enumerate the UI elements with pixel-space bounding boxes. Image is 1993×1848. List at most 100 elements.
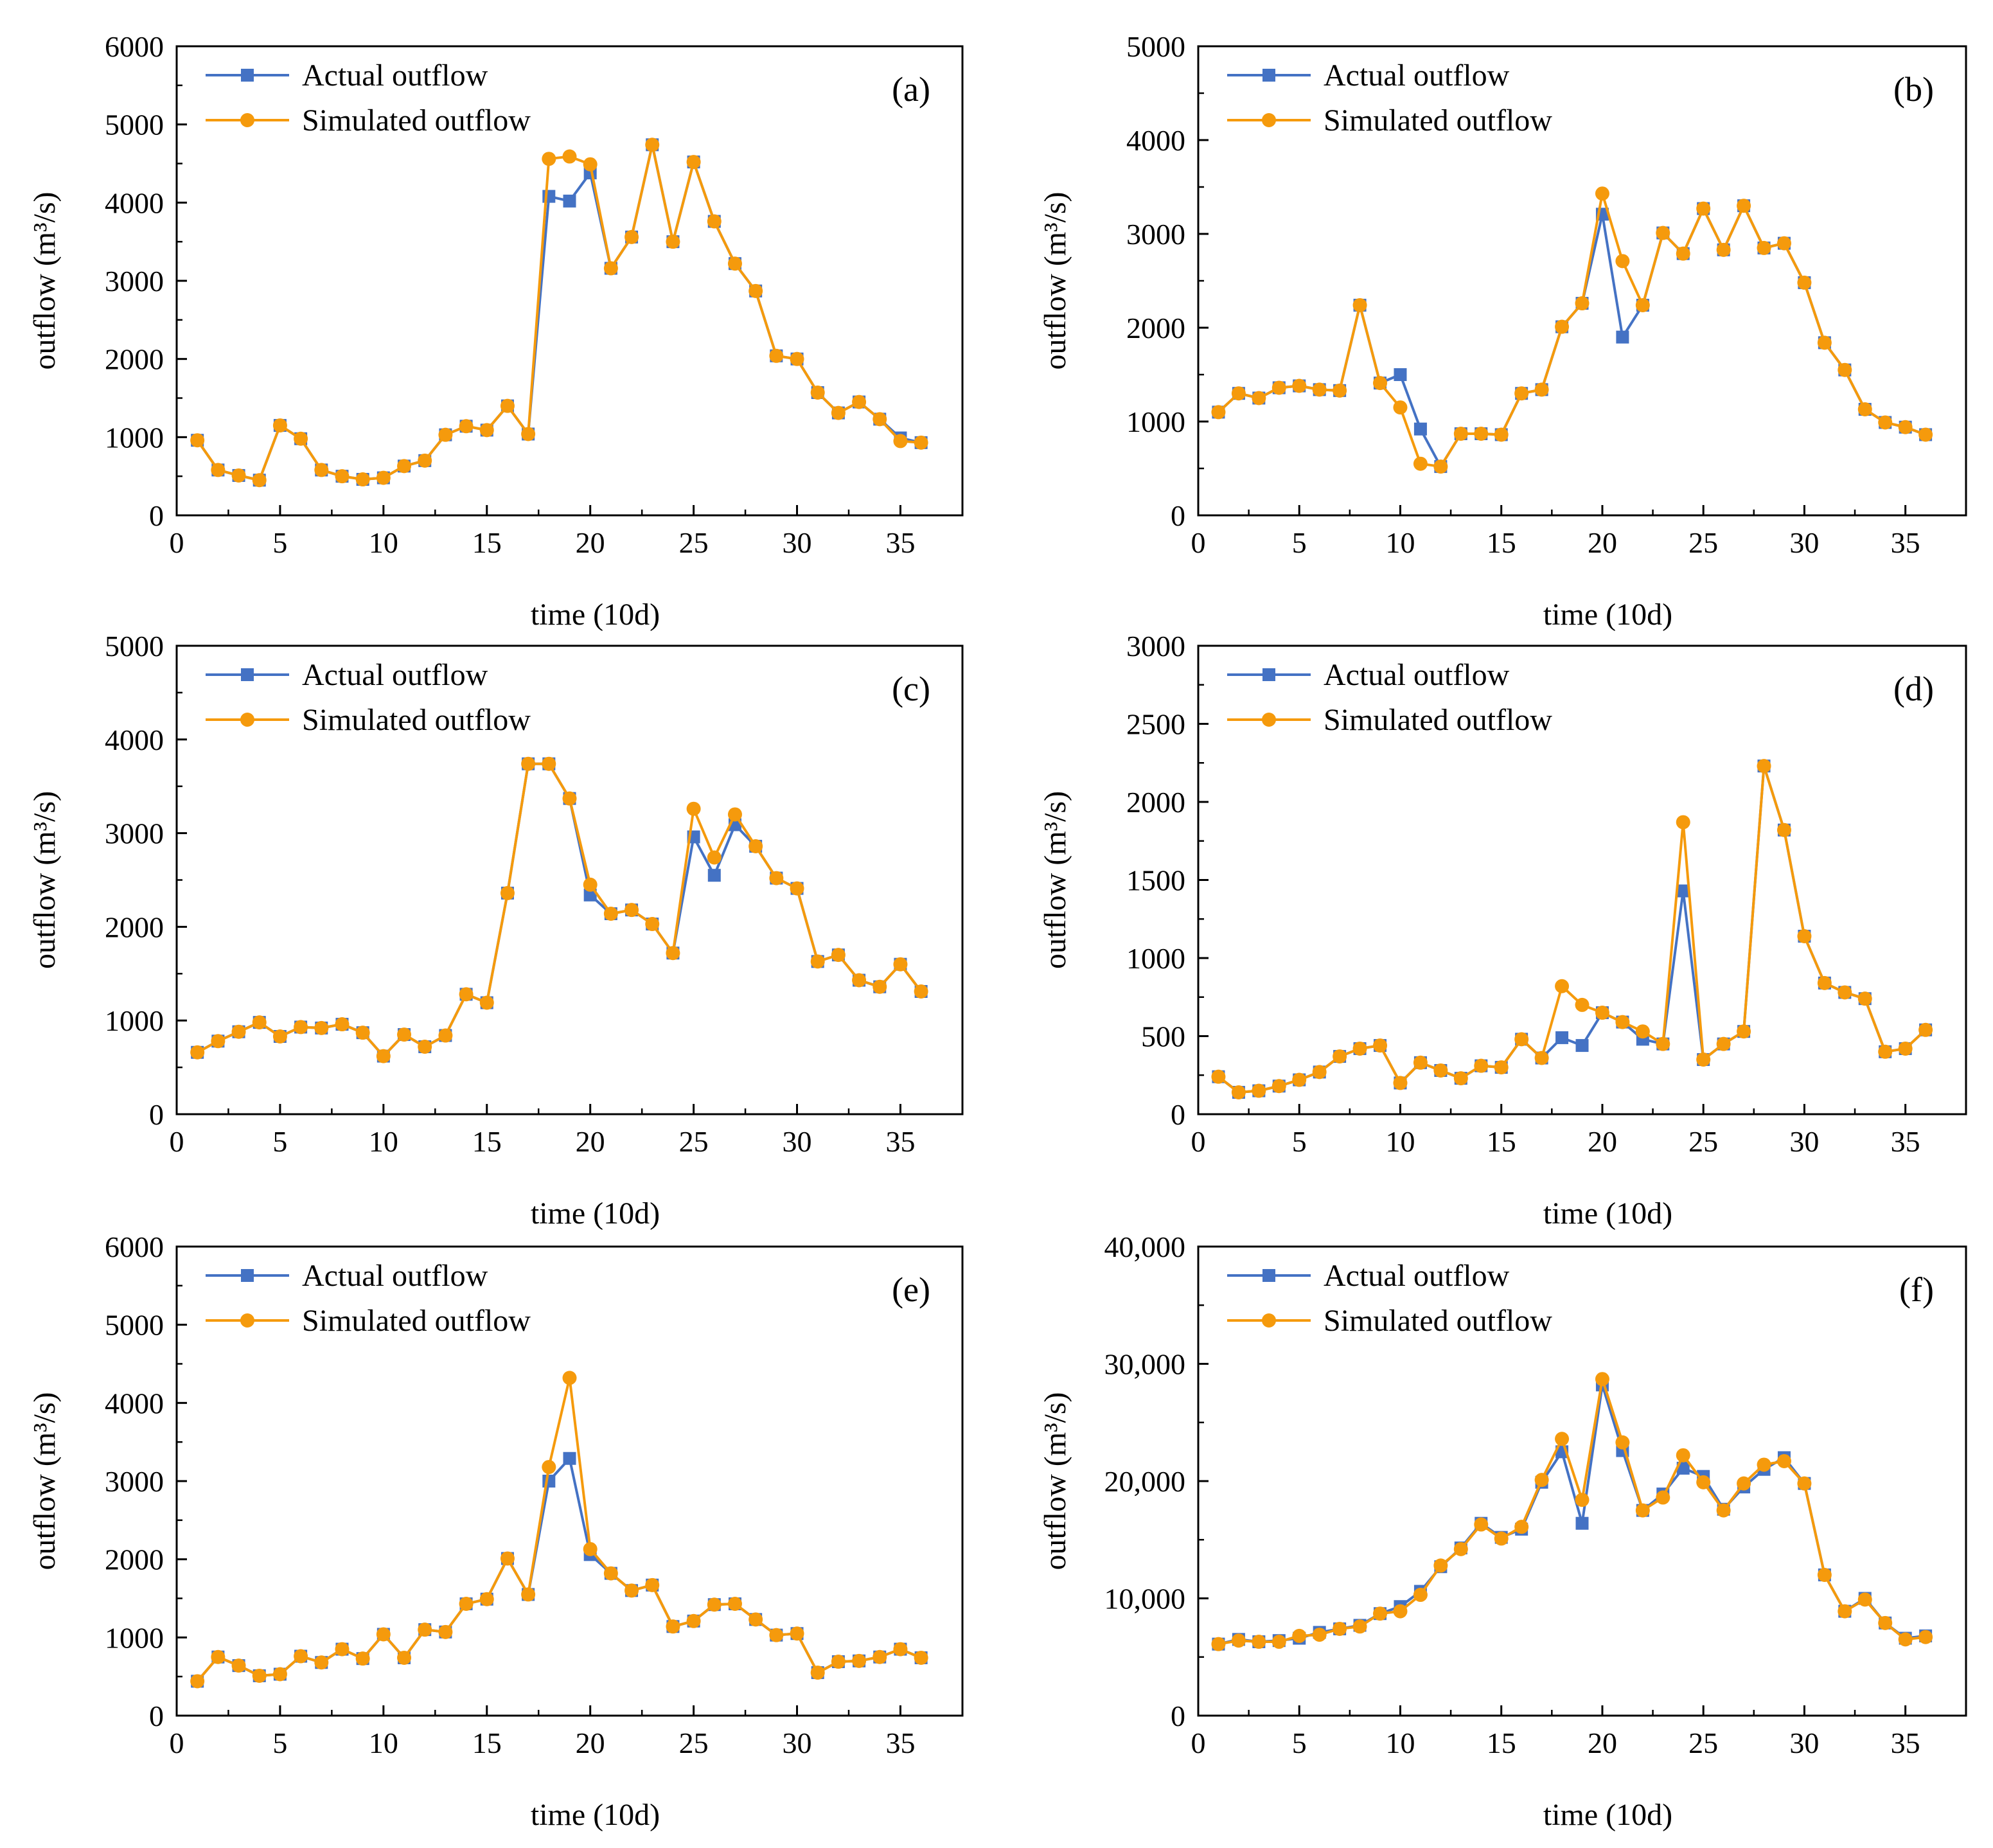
simulated-outflow-point: [1555, 1432, 1570, 1446]
simulated-outflow-point: [252, 473, 267, 488]
simulated-outflow-point: [1312, 1065, 1327, 1079]
x-tick-label: 35: [1891, 526, 1920, 559]
simulated-outflow-point: [1635, 1024, 1650, 1039]
y-tick-label: 1000: [1126, 405, 1185, 438]
simulated-outflow-point: [1453, 1541, 1468, 1556]
y-tick-label: 3000: [1126, 218, 1185, 251]
plot-frame: [1197, 45, 1967, 517]
simulated-outflow-point: [1393, 1604, 1408, 1619]
simulated-outflow-point: [1656, 1490, 1670, 1505]
simulated-outflow-point: [1333, 1621, 1347, 1636]
simulated-outflow-point: [1656, 1036, 1670, 1051]
simulated-outflow-point: [1373, 1038, 1388, 1053]
simulated-outflow-point: [1797, 275, 1812, 290]
simulated-outflow-point: [1716, 1036, 1731, 1051]
chart-panel: 0 5 10 15 20 25 30 35 0 1000 2000 3000 4000 5000 6000 t…: [28, 1231, 964, 1832]
simulated-outflow-point: [272, 418, 287, 433]
simulated-outflow-point: [1857, 991, 1872, 1006]
y-tick-label: 5000: [105, 1309, 164, 1342]
y-tick-label: 5000: [105, 630, 164, 662]
simulated-outflow-point: [1211, 405, 1226, 420]
simulated-outflow-point: [1817, 1568, 1832, 1582]
simulated-outflow-point: [1453, 426, 1468, 441]
simulated-outflow-point: [335, 1642, 350, 1657]
x-tick-label: 35: [885, 526, 915, 559]
simulated-outflow-point: [1413, 456, 1428, 471]
simulated-outflow-point: [1312, 1628, 1327, 1642]
x-tick-label: 10: [1385, 526, 1415, 559]
simulated-outflow-point: [1534, 1051, 1549, 1065]
simulated-outflow-point: [1797, 1476, 1812, 1491]
simulated-outflow-point: [1635, 298, 1650, 312]
simulated-outflow-point: [1575, 296, 1590, 311]
y-tick-label: 4000: [1126, 124, 1185, 157]
simulated-outflow-point: [893, 1642, 908, 1657]
simulated-outflow-point: [479, 1592, 494, 1606]
simulated-outflow-point: [624, 903, 639, 918]
chart-panel: 0 5 10 15 20 25 30 35 0 500 1000 1500 2000 2500 3000 ti…: [1038, 630, 1967, 1231]
panel-label: (a): [892, 70, 930, 109]
y-axis-title: outflow (m³/s): [1038, 191, 1072, 369]
actual-outflow-line: [196, 1457, 922, 1682]
legend-actual-marker: [1262, 69, 1275, 82]
y-tick-label: 5000: [105, 109, 164, 141]
simulated-outflow-point: [1757, 759, 1771, 774]
simulated-outflow-point: [583, 1541, 598, 1556]
legend-simulated-marker: [240, 113, 254, 127]
x-tick-label: 30: [783, 1125, 812, 1158]
actual-outflow-point: [1575, 1516, 1589, 1530]
simulated-outflow-point: [1433, 459, 1448, 474]
simulated-outflow-point: [376, 1627, 391, 1642]
actual-outflow-point: [583, 888, 597, 902]
x-tick-label: 5: [1292, 1727, 1307, 1759]
simulated-outflow-point: [1514, 1032, 1529, 1047]
simulated-outflow-point: [1433, 1558, 1448, 1573]
x-tick-label: 0: [1191, 1125, 1206, 1158]
simulated-outflow-point: [294, 1020, 308, 1035]
simulated-outflow-point: [1776, 236, 1791, 251]
simulated-outflow-point: [397, 1650, 412, 1665]
simulated-outflow-point: [1615, 254, 1630, 269]
simulated-outflow-point: [1635, 1503, 1650, 1518]
x-tick-label: 30: [1789, 526, 1819, 559]
actual-outflow-point: [542, 190, 556, 203]
y-tick-label: 20,000: [1104, 1465, 1186, 1498]
simulated-outflow-point: [459, 419, 474, 434]
y-tick-label: 6000: [105, 30, 164, 63]
simulated-outflow-point: [335, 469, 350, 484]
simulated-outflow-point: [1575, 1493, 1590, 1507]
x-tick-label: 30: [1789, 1125, 1819, 1158]
simulated-outflow-point: [852, 973, 867, 988]
y-tick-label: 2000: [1126, 786, 1185, 819]
simulated-outflow-point: [521, 427, 536, 441]
x-tick-label: 25: [1688, 526, 1718, 559]
simulated-outflow-point: [1271, 1635, 1286, 1649]
simulated-outflow-point: [1494, 427, 1509, 442]
simulated-outflow-point: [624, 1583, 639, 1598]
simulated-outflow-point: [1857, 1592, 1872, 1607]
x-axis-title: time (10d): [531, 598, 660, 632]
actual-outflow-point: [1413, 422, 1427, 436]
simulated-outflow-point: [355, 1026, 370, 1040]
x-tick-label: 10: [369, 1125, 398, 1158]
x-axis-title: time (10d): [531, 1798, 660, 1832]
simulated-outflow-point: [355, 472, 370, 487]
x-tick-label: 25: [679, 1727, 709, 1759]
chart-panel: 0 5 10 15 20 25 30 35 0 1000 2000 3000 4000 5000 time …: [28, 630, 964, 1231]
simulated-outflow-point: [1918, 1630, 1933, 1644]
x-axis-title: time (10d): [1543, 598, 1672, 632]
simulated-outflow-point: [1696, 201, 1711, 216]
simulated-outflow-point: [562, 149, 577, 164]
simulated-outflow-point: [831, 405, 846, 420]
y-tick-label: 2000: [105, 1543, 164, 1576]
chart-panel: 0 5 10 15 20 25 30 35 0 1000 2000 3000 4000 5000 6000 t…: [28, 30, 964, 632]
panel-label: (c): [892, 670, 930, 708]
legend-actual-marker: [1262, 668, 1275, 681]
actual-outflow-point: [1616, 330, 1629, 344]
simulated-outflow-point: [1918, 1022, 1933, 1037]
simulated-outflow-point: [294, 431, 308, 446]
simulated-outflow-point: [1534, 382, 1549, 397]
simulated-outflow-point: [707, 1597, 722, 1612]
x-tick-label: 20: [1588, 526, 1617, 559]
y-tick-label: 5000: [1126, 30, 1185, 63]
